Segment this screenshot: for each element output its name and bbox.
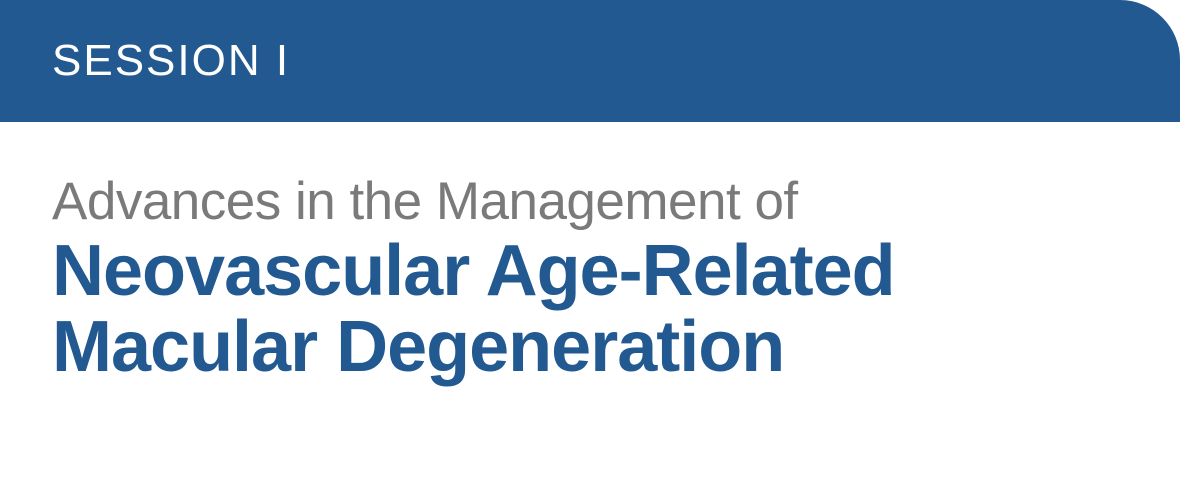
session-label: SESSION I: [52, 36, 1128, 86]
title-subheading: Advances in the Management of: [52, 172, 1148, 233]
title-main: Neovascular Age-Related Macular Degenera…: [52, 233, 1148, 386]
title-block: Advances in the Management of Neovascula…: [0, 122, 1200, 386]
session-banner: SESSION I: [0, 0, 1180, 122]
